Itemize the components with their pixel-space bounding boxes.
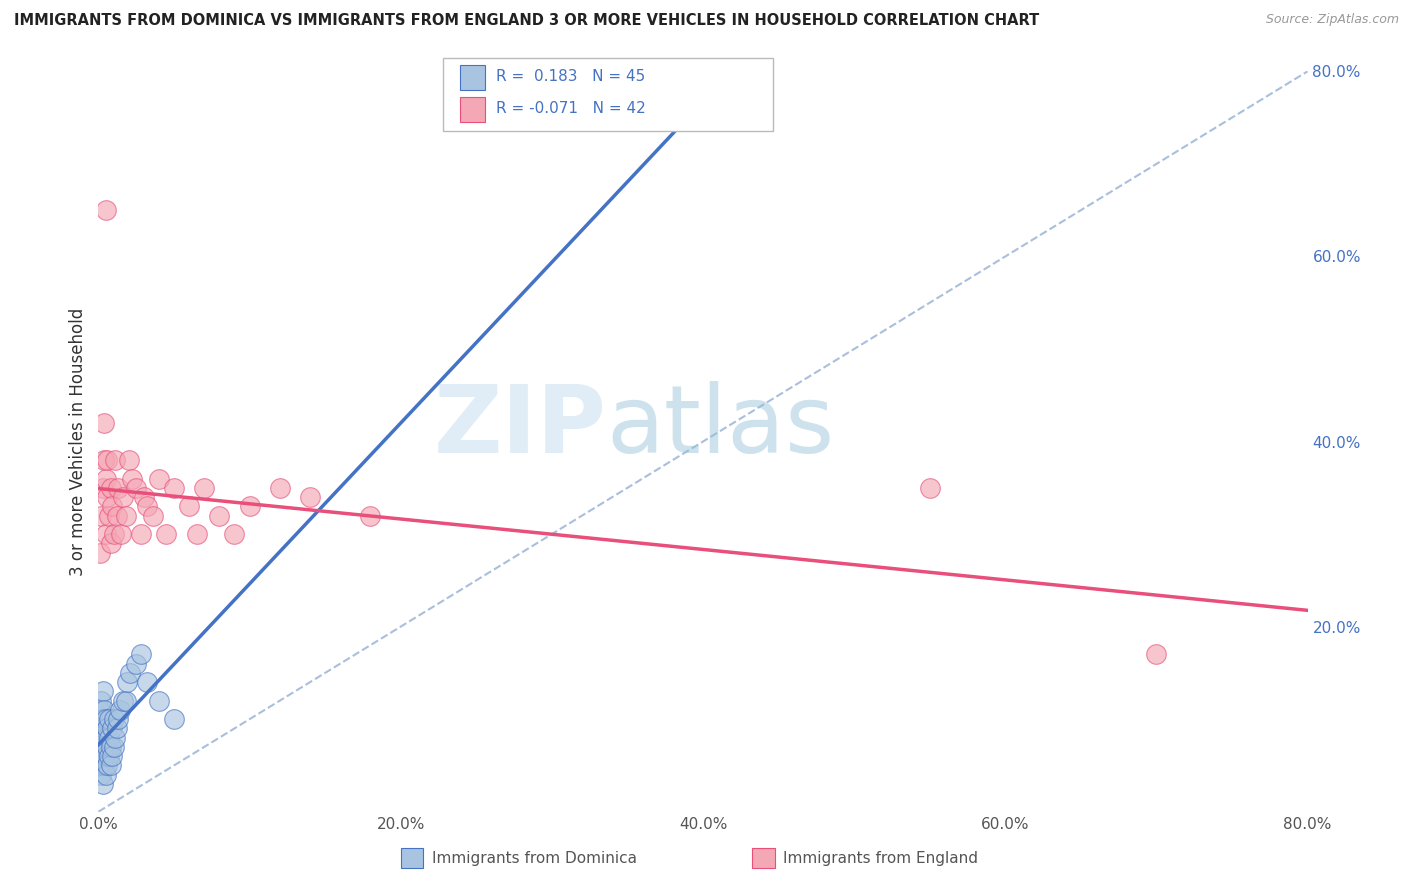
Point — [93, 416, 115, 430]
Point — [96, 490, 118, 504]
Point — [129, 648, 152, 662]
Point — [91, 481, 114, 495]
Point — [89, 545, 111, 560]
Point — [114, 694, 136, 708]
Text: IMMIGRANTS FROM DOMINICA VS IMMIGRANTS FROM ENGLAND 3 OR MORE VEHICLES IN HOUSEH: IMMIGRANTS FROM DOMINICA VS IMMIGRANTS F… — [14, 13, 1039, 29]
Point — [111, 490, 134, 504]
Point — [163, 481, 186, 495]
Point — [105, 722, 128, 736]
Point — [208, 508, 231, 523]
Point — [100, 481, 122, 495]
Text: atlas: atlas — [606, 381, 835, 473]
Point — [114, 508, 136, 523]
Point — [918, 481, 941, 495]
Point — [90, 508, 112, 523]
Point — [186, 527, 208, 541]
Point — [89, 758, 111, 772]
Point — [121, 472, 143, 486]
Point — [155, 527, 177, 541]
Text: Immigrants from England: Immigrants from England — [783, 851, 979, 865]
Point — [91, 731, 114, 745]
Point — [93, 722, 115, 736]
Point — [89, 731, 111, 745]
Point — [96, 739, 118, 754]
Point — [110, 527, 132, 541]
Text: R = -0.071   N = 42: R = -0.071 N = 42 — [496, 102, 647, 116]
Point — [103, 712, 125, 726]
Point — [98, 731, 121, 745]
Point — [96, 453, 118, 467]
Point — [93, 739, 115, 754]
Point — [104, 731, 127, 745]
Point — [120, 665, 142, 680]
Point — [104, 453, 127, 467]
Point — [94, 527, 117, 541]
Point — [118, 453, 141, 467]
Point — [98, 712, 121, 726]
Point — [101, 722, 124, 736]
Text: Immigrants from Dominica: Immigrants from Dominica — [432, 851, 637, 865]
Point — [360, 508, 382, 523]
Point — [224, 527, 246, 541]
Point — [94, 712, 117, 726]
Point — [91, 749, 114, 764]
Point — [111, 694, 134, 708]
Point — [91, 684, 114, 698]
Point — [94, 472, 117, 486]
Point — [89, 703, 111, 717]
Point — [96, 722, 118, 736]
Point — [90, 694, 112, 708]
Point — [94, 749, 117, 764]
Point — [94, 767, 117, 781]
Point — [94, 203, 117, 218]
Point — [148, 694, 170, 708]
Point — [125, 657, 148, 671]
Point — [90, 767, 112, 781]
Point — [101, 749, 124, 764]
Point — [100, 536, 122, 550]
Point — [90, 739, 112, 754]
Text: R =  0.183   N = 45: R = 0.183 N = 45 — [496, 70, 645, 84]
Point — [100, 758, 122, 772]
Point — [93, 453, 115, 467]
Text: ZIP: ZIP — [433, 381, 606, 473]
Point — [91, 777, 114, 791]
Point — [129, 527, 152, 541]
Point — [96, 758, 118, 772]
Point — [115, 675, 138, 690]
Point — [142, 508, 165, 523]
Point — [148, 472, 170, 486]
Point — [103, 739, 125, 754]
Point — [91, 712, 114, 726]
Point — [269, 481, 291, 495]
Point — [90, 722, 112, 736]
Point — [100, 739, 122, 754]
Point — [107, 712, 129, 726]
Point — [107, 481, 129, 495]
Point — [135, 500, 157, 514]
Point — [103, 527, 125, 541]
Point — [101, 500, 124, 514]
Point — [93, 703, 115, 717]
Point — [135, 675, 157, 690]
Point — [163, 712, 186, 726]
Point — [179, 500, 201, 514]
Point — [125, 481, 148, 495]
Point — [94, 731, 117, 745]
Point — [299, 490, 322, 504]
Point — [98, 508, 121, 523]
Point — [98, 749, 121, 764]
Point — [132, 490, 155, 504]
Point — [1144, 648, 1167, 662]
Point — [193, 481, 215, 495]
Point — [239, 500, 262, 514]
Point — [105, 508, 128, 523]
Point — [108, 703, 131, 717]
Point — [93, 758, 115, 772]
Y-axis label: 3 or more Vehicles in Household: 3 or more Vehicles in Household — [69, 308, 87, 575]
Text: Source: ZipAtlas.com: Source: ZipAtlas.com — [1265, 13, 1399, 27]
